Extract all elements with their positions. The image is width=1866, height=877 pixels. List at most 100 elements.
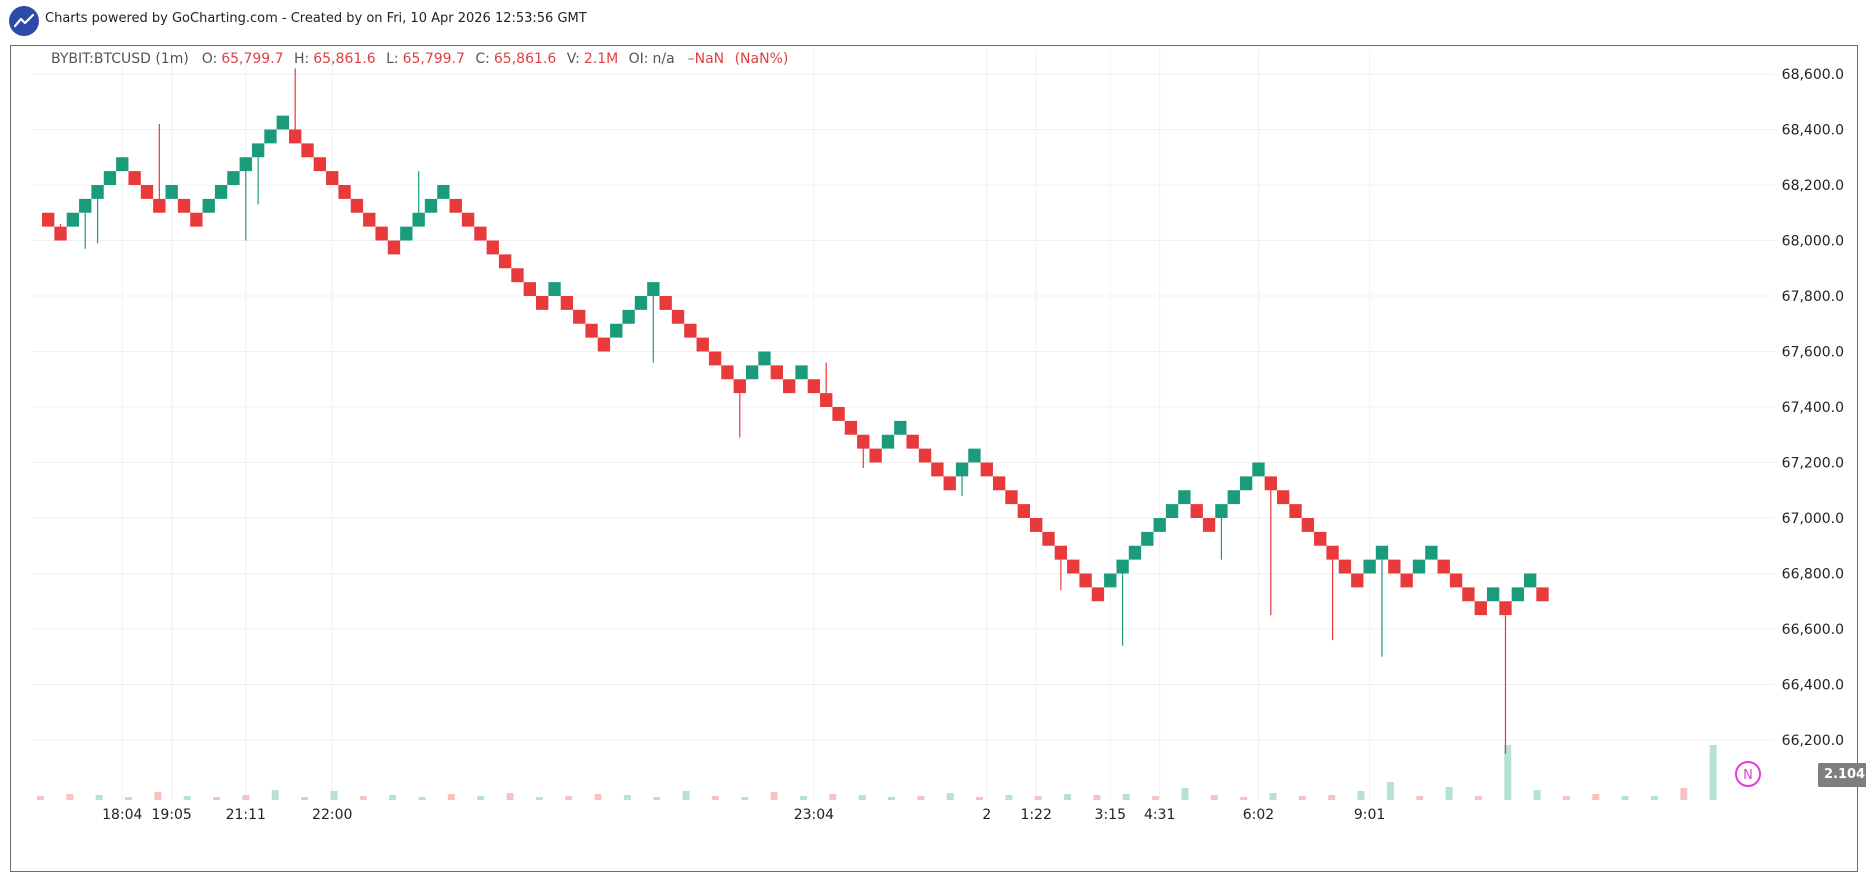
renko-brick[interactable] — [1277, 490, 1290, 505]
renko-brick[interactable] — [1425, 545, 1438, 560]
renko-brick[interactable] — [708, 351, 722, 366]
renko-brick[interactable] — [684, 323, 697, 338]
renko-brick[interactable] — [313, 157, 327, 172]
renko-brick[interactable] — [980, 462, 993, 477]
renko-brick[interactable] — [783, 379, 796, 394]
renko-brick[interactable] — [1375, 545, 1389, 560]
renko-brick[interactable] — [338, 185, 351, 199]
renko-brick[interactable] — [264, 129, 277, 144]
renko-brick[interactable] — [1091, 587, 1105, 602]
renko-brick[interactable] — [375, 226, 388, 241]
renko-brick[interactable] — [239, 157, 252, 172]
renko-brick[interactable] — [461, 212, 475, 227]
renko-brick[interactable] — [66, 212, 80, 227]
renko-brick[interactable] — [881, 434, 895, 449]
renko-brick[interactable] — [1017, 504, 1030, 518]
renko-brick[interactable] — [437, 185, 450, 199]
renko-brick[interactable] — [807, 379, 821, 394]
renko-brick[interactable] — [412, 212, 425, 227]
renko-brick[interactable] — [758, 351, 771, 366]
renko-brick[interactable] — [918, 448, 932, 463]
renko-brick[interactable] — [1104, 573, 1117, 588]
renko-brick[interactable] — [1326, 545, 1339, 560]
renko-brick[interactable] — [1030, 518, 1043, 532]
renko-brick[interactable] — [1437, 559, 1450, 574]
news-marker-badge[interactable]: N — [1735, 761, 1761, 787]
renko-brick[interactable] — [400, 226, 413, 241]
renko-brick[interactable] — [79, 198, 92, 213]
renko-brick[interactable] — [523, 282, 536, 296]
renko-brick[interactable] — [1165, 504, 1179, 518]
renko-brick[interactable] — [165, 185, 178, 199]
renko-brick[interactable] — [610, 323, 623, 338]
renko-brick[interactable] — [511, 268, 524, 283]
renko-brick[interactable] — [820, 393, 833, 407]
renko-brick[interactable] — [659, 296, 672, 310]
renko-brick[interactable] — [1215, 504, 1228, 518]
renko-brick[interactable] — [1314, 531, 1327, 546]
renko-brick[interactable] — [177, 198, 191, 213]
renko-brick[interactable] — [449, 198, 462, 213]
renko-brick[interactable] — [1178, 490, 1191, 505]
renko-brick[interactable] — [696, 337, 709, 352]
renko-brick[interactable] — [844, 420, 858, 435]
renko-brick[interactable] — [1252, 462, 1265, 477]
renko-brick[interactable] — [214, 185, 228, 199]
renko-brick[interactable] — [770, 365, 783, 380]
renko-brick[interactable] — [289, 129, 302, 144]
renko-brick[interactable] — [91, 185, 104, 199]
renko-brick[interactable] — [326, 171, 339, 185]
renko-brick[interactable] — [202, 198, 215, 213]
renko-brick[interactable] — [548, 282, 561, 296]
renko-brick[interactable] — [1499, 601, 1512, 616]
renko-brick[interactable] — [350, 198, 364, 213]
renko-brick[interactable] — [424, 198, 438, 213]
renko-brick[interactable] — [474, 226, 487, 241]
renko-brick[interactable] — [536, 296, 549, 310]
renko-brick[interactable] — [968, 448, 981, 463]
renko-brick[interactable] — [486, 240, 499, 255]
chart-frame[interactable] — [10, 45, 1858, 872]
renko-brick[interactable] — [597, 337, 611, 352]
legend-symbol[interactable]: BYBIT:BTCUSD (1m) — [51, 51, 189, 67]
renko-brick[interactable] — [498, 254, 512, 269]
renko-brick[interactable] — [906, 434, 919, 449]
renko-brick[interactable] — [1005, 490, 1018, 505]
renko-brick[interactable] — [671, 309, 685, 324]
renko-brick[interactable] — [1227, 490, 1240, 505]
renko-brick[interactable] — [1462, 587, 1475, 602]
renko-brick[interactable] — [128, 171, 141, 185]
renko-brick[interactable] — [857, 434, 870, 449]
renko-brick[interactable] — [832, 407, 845, 421]
renko-brick[interactable] — [894, 420, 907, 435]
renko-brick[interactable] — [1042, 531, 1055, 546]
renko-brick[interactable] — [1338, 559, 1352, 574]
renko-brick[interactable] — [721, 365, 734, 380]
renko-brick[interactable] — [1301, 518, 1315, 532]
renko-brick[interactable] — [363, 212, 376, 227]
renko-brick[interactable] — [1264, 476, 1277, 491]
renko-brick[interactable] — [622, 309, 635, 324]
renko-brick[interactable] — [1239, 476, 1253, 491]
renko-brick[interactable] — [573, 309, 586, 324]
renko-brick[interactable] — [103, 171, 117, 185]
renko-brick[interactable] — [647, 282, 660, 296]
renko-brick[interactable] — [251, 143, 265, 158]
renko-brick[interactable] — [869, 448, 882, 463]
renko-brick[interactable] — [1388, 559, 1401, 574]
renko-brick[interactable] — [1054, 545, 1068, 560]
renko-brick[interactable] — [1400, 573, 1413, 588]
gocharting-logo-icon[interactable] — [9, 6, 39, 36]
renko-brick[interactable] — [1511, 587, 1524, 602]
renko-brick[interactable] — [140, 185, 154, 199]
renko-brick[interactable] — [1153, 518, 1166, 532]
renko-brick[interactable] — [1474, 601, 1487, 616]
renko-brick[interactable] — [745, 365, 759, 380]
renko-brick[interactable] — [560, 296, 574, 310]
renko-brick[interactable] — [634, 296, 648, 310]
renko-brick[interactable] — [227, 171, 240, 185]
renko-brick[interactable] — [733, 379, 746, 394]
renko-brick[interactable] — [1363, 559, 1376, 574]
renko-brick[interactable] — [1524, 573, 1537, 588]
